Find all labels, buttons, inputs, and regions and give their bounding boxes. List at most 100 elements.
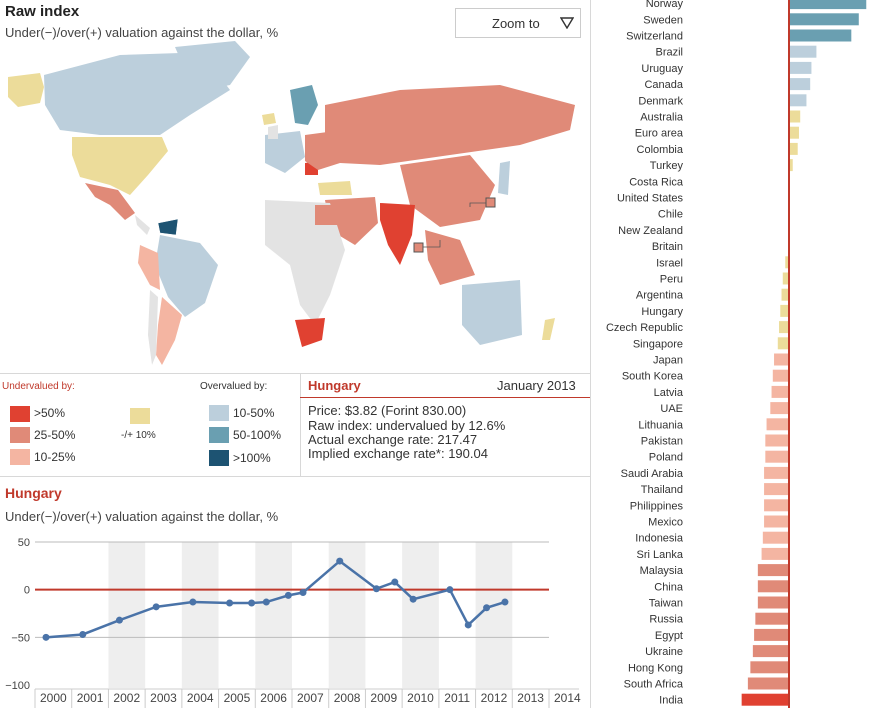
map-region-argentina [156,297,182,365]
bar-chart[interactable]: Norway Sweden Switzerland Brazil Uruguay Cana… [592,0,880,708]
country-label: Malaysia [640,565,684,577]
country-label: Brazil [655,47,683,59]
bar [750,661,789,674]
map-region-new-zealand [542,318,555,340]
info-date: January 2013 [497,378,576,393]
country-label: New Zealand [618,225,683,237]
country-label: Indonesia [635,533,684,545]
bar [747,677,789,690]
y-tick-label: −100 [5,680,30,692]
x-tick-label: 2007 [297,691,324,705]
bar [764,483,789,496]
bar [777,337,789,350]
callout-line-hong-kong [469,202,486,207]
country-label: Lithuania [638,419,684,431]
legend-label: 25-50% [34,428,76,442]
info-country: Hungary [308,378,361,393]
bar [762,531,789,544]
country-label: Peru [660,274,683,286]
legend-swatch [10,449,30,465]
map-region-se-asia [425,230,475,285]
country-label: Denmark [638,95,683,107]
divider [0,373,590,374]
country-label: Czech Republic [606,322,684,334]
data-point [409,595,417,603]
x-tick-label: 2002 [113,691,140,705]
country-label: Hong Kong [628,662,683,674]
bar [774,353,789,366]
bar [789,29,852,42]
country-label: Latvia [654,387,684,399]
data-point [391,578,399,586]
country-label: Switzerland [626,31,683,43]
zoom-to-dropdown[interactable]: Zoom to [455,8,581,38]
year-band [328,542,366,688]
map-region-mexico [85,183,135,220]
bar [782,272,789,285]
country-label: China [654,581,684,593]
map-region-alaska [8,73,44,107]
country-label: Israel [656,257,683,269]
bar [789,61,812,74]
data-point [226,599,234,607]
map-region-canada [44,53,230,135]
legend-label: 10-25% [34,450,76,464]
data-point [483,604,491,612]
map-region-chile [148,290,158,365]
country-label: Norway [646,0,684,10]
callout-box-hong-kong [485,197,496,208]
data-point [189,598,197,606]
bar [770,402,789,415]
info-raw-index: Raw index: undervalued by 12.6% [308,418,506,433]
country-label: Uruguay [641,63,683,75]
map-region-africa [265,200,345,325]
divider [300,373,301,476]
country-label: Singapore [633,338,683,350]
world-map[interactable] [0,35,590,370]
line-chart[interactable]: 50 0 −50 −100 2000 2001 2002 2003 2004 2005 2006 20… [0,530,590,708]
x-tick-label: 2001 [77,691,104,705]
bar [779,321,789,334]
x-tick-label: 2010 [407,691,434,705]
divider [590,0,591,708]
bar [789,110,801,123]
bar [789,159,793,172]
country-label: Hungary [641,306,683,318]
data-point [336,557,344,565]
x-tick-label: 2000 [40,691,67,705]
map-title: Raw index [5,3,80,20]
legend-undervalued-heading: Undervalued by: [2,381,75,392]
legend-label: -/+ 10% [121,430,156,441]
country-label: Argentina [636,290,684,302]
country-label: Mexico [648,517,683,529]
info-implied-rate: Implied exchange rate*: 190.04 [308,446,488,461]
info-actual-rate: Actual exchange rate: 217.47 [308,432,478,447]
zoom-to-label: Zoom to [492,16,540,31]
data-point [42,633,50,641]
bar [755,612,789,625]
map-region-venezuela [157,218,179,236]
country-label: Euro area [635,128,684,140]
x-tick-label: 2003 [150,691,177,705]
series-line [45,559,506,639]
data-point [299,589,307,597]
x-tick-label: 2008 [334,691,361,705]
map-region-peru [138,245,160,290]
map-region-scandinavia [290,85,318,125]
map-region-western-europe [265,131,305,173]
country-label: South Africa [624,679,684,691]
map-region-south-africa [295,318,325,347]
data-point [501,598,509,606]
country-label: Sweden [643,14,683,26]
chevron-down-icon [560,17,574,29]
y-tick-label: 0 [24,585,30,597]
bar [789,78,811,91]
map-region-central-america [135,215,150,235]
country-label: UAE [660,403,683,415]
legend-swatch [10,427,30,443]
map-region-australia [462,280,522,345]
bar [757,596,789,609]
legend-overvalued-heading: Overvalued by: [200,381,268,392]
bar [789,13,859,26]
info-divider [300,397,590,398]
